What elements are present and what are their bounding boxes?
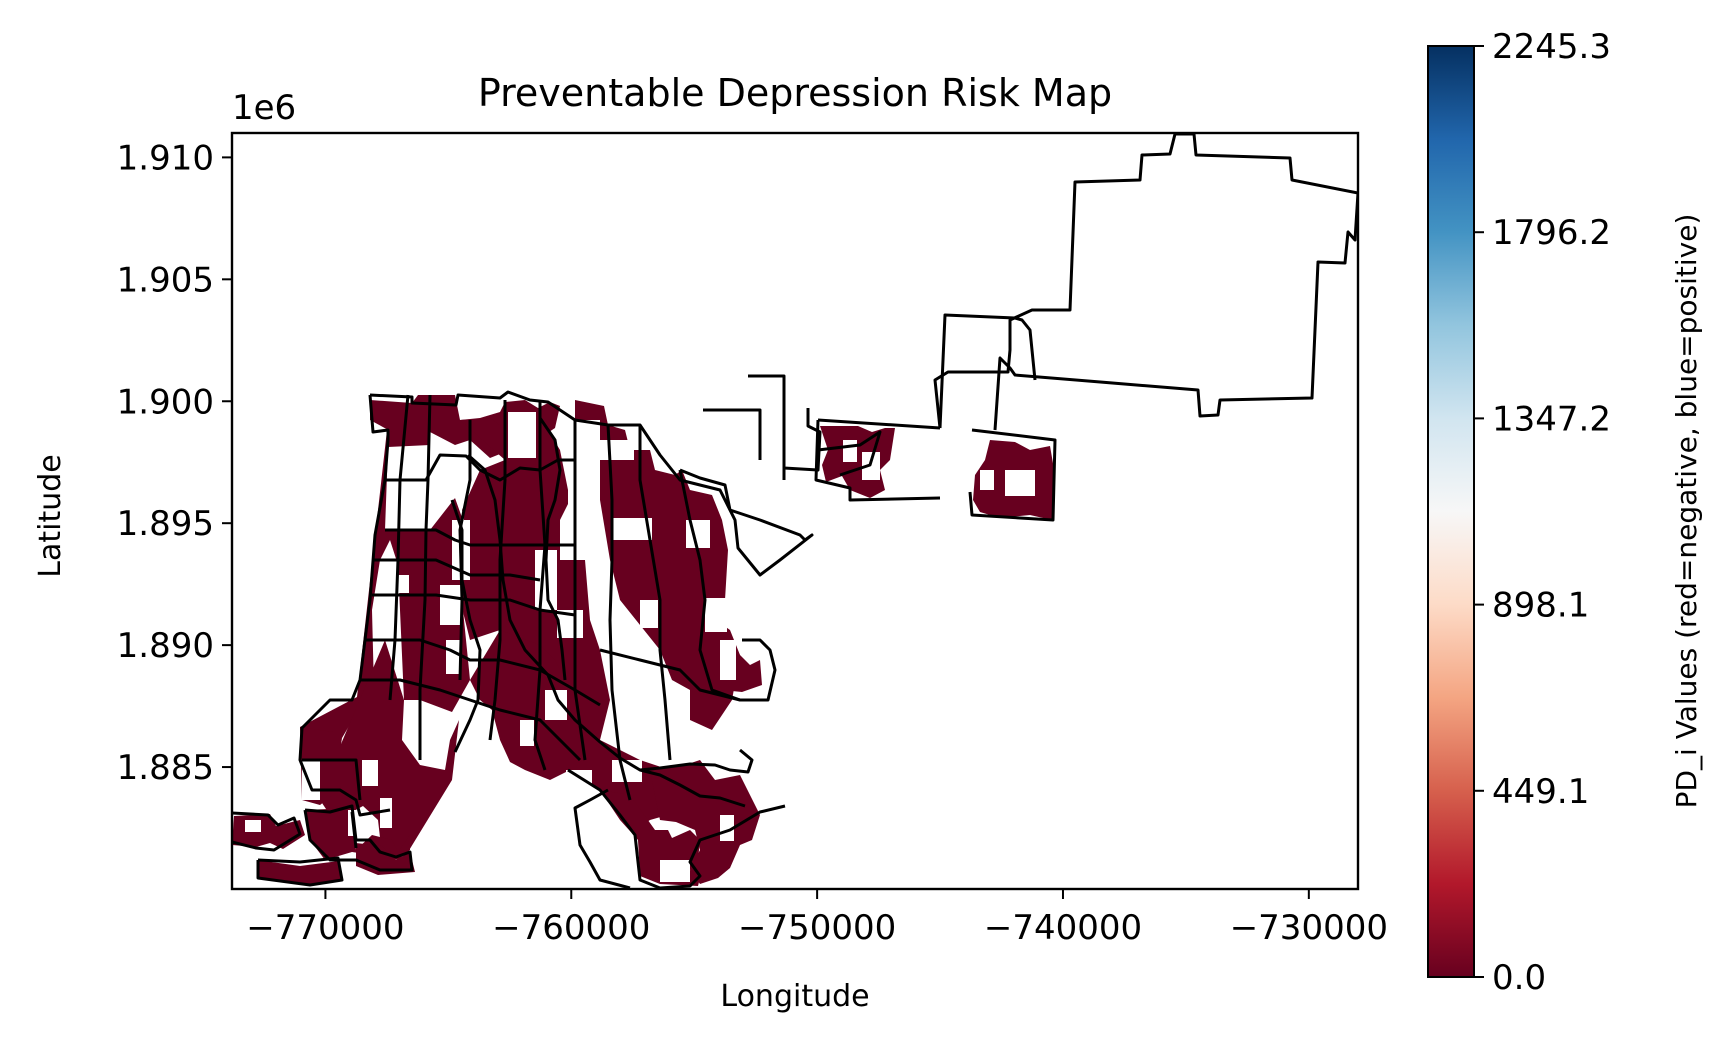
pd-gaps-layer [245, 412, 1035, 882]
y-tick-label: 1.890 [117, 626, 214, 666]
x-tick-label: −770000 [246, 908, 404, 948]
colorbar-ticks: 0.0 449.1 898.1 1347.2 1796.2 2245.3 [1474, 27, 1611, 998]
region-sw-a [305, 808, 410, 860]
colorbar-tick-label: 0.0 [1492, 958, 1546, 998]
x-tick-label: −740000 [984, 908, 1142, 948]
colorbar: 0.0 449.1 898.1 1347.2 1796.2 2245.3 PD_i Val… [1427, 27, 1703, 998]
boundary-lines [232, 133, 1358, 889]
y-axis-ticks: 1.910 1.905 1.900 1.895 1.890 1.885 [117, 138, 232, 788]
colorbar-tick-label: 1796.2 [1492, 213, 1611, 253]
y-offset-label: 1e6 [232, 88, 296, 128]
y-axis-label: Latitude [33, 454, 68, 577]
y-tick-label: 1.905 [117, 260, 214, 300]
plot-frame [230, 131, 1360, 891]
x-tick-label: −730000 [1230, 908, 1388, 948]
plot-background [232, 133, 1358, 889]
x-tick-label: −750000 [738, 908, 896, 948]
region-west-upper [300, 430, 470, 790]
x-tick-label: −760000 [492, 908, 650, 948]
colorbar-tick-label: 1347.2 [1492, 399, 1611, 439]
colorbar-tick-label: 898.1 [1492, 586, 1589, 626]
map-title: Preventable Depression Risk Map [478, 71, 1112, 115]
colorbar-tick-label: 449.1 [1492, 772, 1589, 812]
plot-area [232, 133, 1358, 889]
x-axis-label: Longitude [720, 979, 869, 1014]
y-tick-label: 1.895 [117, 504, 214, 544]
y-tick-label: 1.900 [117, 382, 214, 422]
colorbar-gradient [1427, 45, 1475, 978]
region-southeast [650, 765, 760, 884]
colorbar-tick-label: 2245.3 [1492, 27, 1611, 67]
colorbar-label: PD_i Values (red=negative, blue=positive… [1670, 214, 1703, 809]
y-tick-label: 1.885 [117, 748, 214, 788]
region-west-lower [320, 640, 459, 855]
y-tick-label: 1.910 [117, 138, 214, 178]
x-axis-ticks: −770000 −760000 −750000 −740000 −730000 [246, 889, 1388, 948]
